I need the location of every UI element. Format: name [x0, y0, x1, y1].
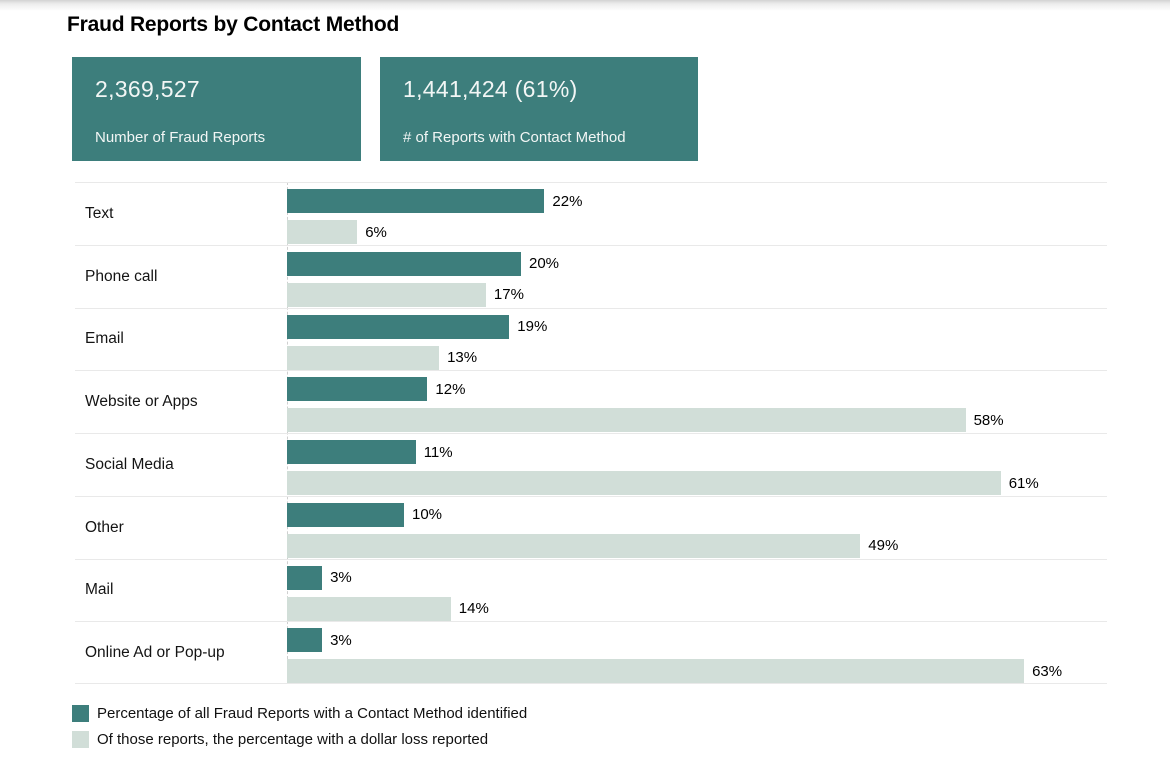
bar	[287, 314, 510, 339]
value-label: 10%	[412, 506, 443, 524]
bar-group: 3% 14%	[287, 560, 1107, 622]
stat-box-contact-method-reports: 1,441,424 (61%) # of Reports with Contac…	[380, 57, 698, 161]
value-label: 20%	[529, 255, 560, 273]
bar-line: 11%	[287, 440, 1107, 464]
bar-group: 19% 13%	[287, 309, 1107, 371]
value-label: 12%	[435, 380, 466, 398]
value-label: 3%	[330, 569, 352, 586]
category-label: Phone call	[85, 267, 158, 285]
category-label: Website or Apps	[85, 393, 198, 411]
value-label: 19%	[517, 318, 548, 335]
stat-label: # of Reports with Contact Method	[403, 129, 626, 146]
bar-group: 11% 61%	[287, 434, 1107, 496]
bar-group: 12% 58%	[287, 371, 1107, 433]
chart-row: Website or Apps 12% 58%	[75, 370, 1107, 433]
value-label: 3%	[330, 631, 352, 649]
bar-line: 12%	[287, 377, 1107, 402]
stat-label: Number of Fraud Reports	[95, 129, 266, 146]
bar-line: 58%	[287, 408, 1107, 433]
bar	[287, 220, 358, 244]
chart-row: Email 19% 13%	[75, 307, 1107, 371]
category-label: Text	[85, 204, 114, 222]
bar	[287, 189, 545, 213]
bar-line: 13%	[287, 345, 1107, 370]
bar	[287, 251, 521, 276]
bar-group: 20% 17%	[287, 246, 1107, 308]
category-label: Mail	[85, 581, 114, 599]
bar	[287, 345, 440, 370]
legend-label: Percentage of all Fraud Reports with a C…	[97, 705, 528, 722]
legend-swatch-contact-method	[72, 705, 89, 722]
chart-row: Phone call 20% 17%	[75, 244, 1107, 308]
legend-item-dollar-loss: Of those reports, the percentage with a …	[72, 731, 527, 748]
category-label: Other	[85, 518, 124, 536]
legend-swatch-dollar-loss	[72, 731, 89, 748]
bar	[287, 471, 1001, 495]
chart-row: Online Ad or Pop-up 3% 63%	[75, 621, 1107, 684]
value-label: 17%	[493, 286, 524, 304]
value-label: 61%	[1008, 474, 1039, 492]
chart-rows: Text 22% 6% Phone call 20% 17% Email 19% 13% Webs…	[75, 182, 1107, 684]
chart-row: Mail 3% 14%	[75, 558, 1107, 622]
bar-line: 3%	[287, 628, 1107, 653]
chart-row: Text 22% 6%	[75, 182, 1107, 245]
value-label: 6%	[365, 223, 387, 241]
bar	[287, 377, 428, 402]
bar	[287, 440, 416, 464]
bar-line: 49%	[287, 533, 1107, 558]
stat-value: 1,441,424 (61%)	[403, 76, 578, 102]
page-top-shadow	[0, 0, 1170, 11]
bar	[287, 282, 486, 307]
bar-line: 63%	[287, 659, 1107, 684]
bar-chart: Text 22% 6% Phone call 20% 17% Email 19% 13% Webs…	[75, 182, 1107, 684]
bar-group: 3% 63%	[287, 622, 1107, 684]
bar	[287, 659, 1025, 684]
bar	[287, 596, 451, 621]
bar-line: 6%	[287, 220, 1107, 244]
value-label: 13%	[447, 349, 478, 366]
bar-line: 20%	[287, 251, 1107, 276]
bar	[287, 565, 323, 590]
chart-row: Social Media 11% 61%	[75, 433, 1107, 496]
bar	[287, 628, 323, 653]
value-label: 63%	[1032, 662, 1063, 680]
bar-group: 22% 6%	[287, 183, 1107, 245]
value-label: 11%	[423, 443, 453, 461]
stat-box-total-reports: 2,369,527 Number of Fraud Reports	[72, 57, 361, 161]
page-title: Fraud Reports by Contact Method	[67, 13, 400, 36]
bar	[287, 408, 966, 433]
value-label: 49%	[868, 537, 899, 555]
bar-line: 14%	[287, 596, 1107, 621]
chart-row: Other 10% 49%	[75, 495, 1107, 559]
legend-item-contact-method: Percentage of all Fraud Reports with a C…	[72, 705, 527, 722]
bar-line: 22%	[287, 189, 1107, 213]
bar-line: 17%	[287, 282, 1107, 307]
bar	[287, 502, 404, 527]
category-label: Email	[85, 330, 124, 348]
value-label: 58%	[973, 411, 1004, 429]
bar-line: 19%	[287, 314, 1107, 339]
category-label: Social Media	[85, 455, 174, 473]
value-label: 14%	[458, 600, 489, 617]
value-label: 22%	[552, 192, 583, 210]
bar-group: 10% 49%	[287, 497, 1107, 559]
bar-line: 10%	[287, 502, 1107, 527]
stat-value: 2,369,527	[95, 76, 201, 102]
bar-line: 61%	[287, 471, 1107, 495]
legend-label: Of those reports, the percentage with a …	[97, 731, 489, 748]
category-label: Online Ad or Pop-up	[85, 643, 225, 661]
bar-line: 3%	[287, 565, 1107, 590]
chart-legend: Percentage of all Fraud Reports with a C…	[72, 705, 527, 757]
bar	[287, 533, 861, 558]
